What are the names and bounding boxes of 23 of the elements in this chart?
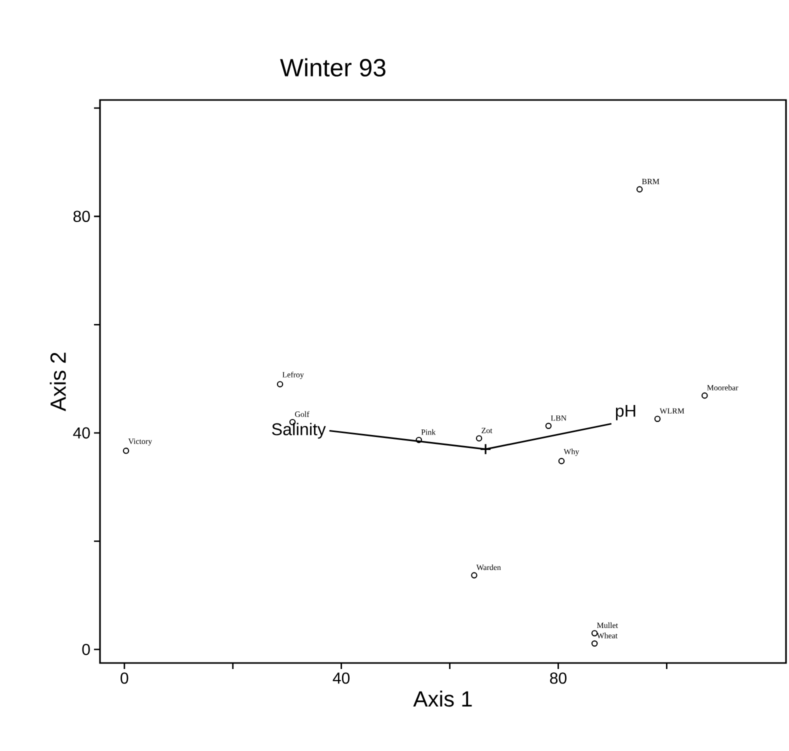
annotation: pH <box>616 405 636 420</box>
point <box>545 422 552 430</box>
chart-title: Winter 93 <box>280 58 386 77</box>
x-tick-label: 80 <box>550 672 566 684</box>
y-axis-title: Axis 2 <box>50 352 66 412</box>
x-axis-title: Axis 1 <box>413 690 472 707</box>
point <box>276 381 284 388</box>
x-tick-label: 40 <box>332 672 350 684</box>
point <box>122 448 130 454</box>
point <box>558 458 565 464</box>
point <box>591 640 598 647</box>
point <box>654 416 661 422</box>
point <box>480 443 492 455</box>
y-tick-label: 0 <box>82 644 90 656</box>
x-tick-label: 0 <box>120 672 128 684</box>
point <box>416 436 422 444</box>
y-tick-label: 40 <box>73 427 90 439</box>
point <box>471 572 478 578</box>
annotation: Salinity <box>272 422 326 439</box>
point <box>636 186 643 192</box>
point <box>702 392 708 399</box>
y-tick-label: 80 <box>73 210 90 222</box>
point <box>476 435 482 442</box>
